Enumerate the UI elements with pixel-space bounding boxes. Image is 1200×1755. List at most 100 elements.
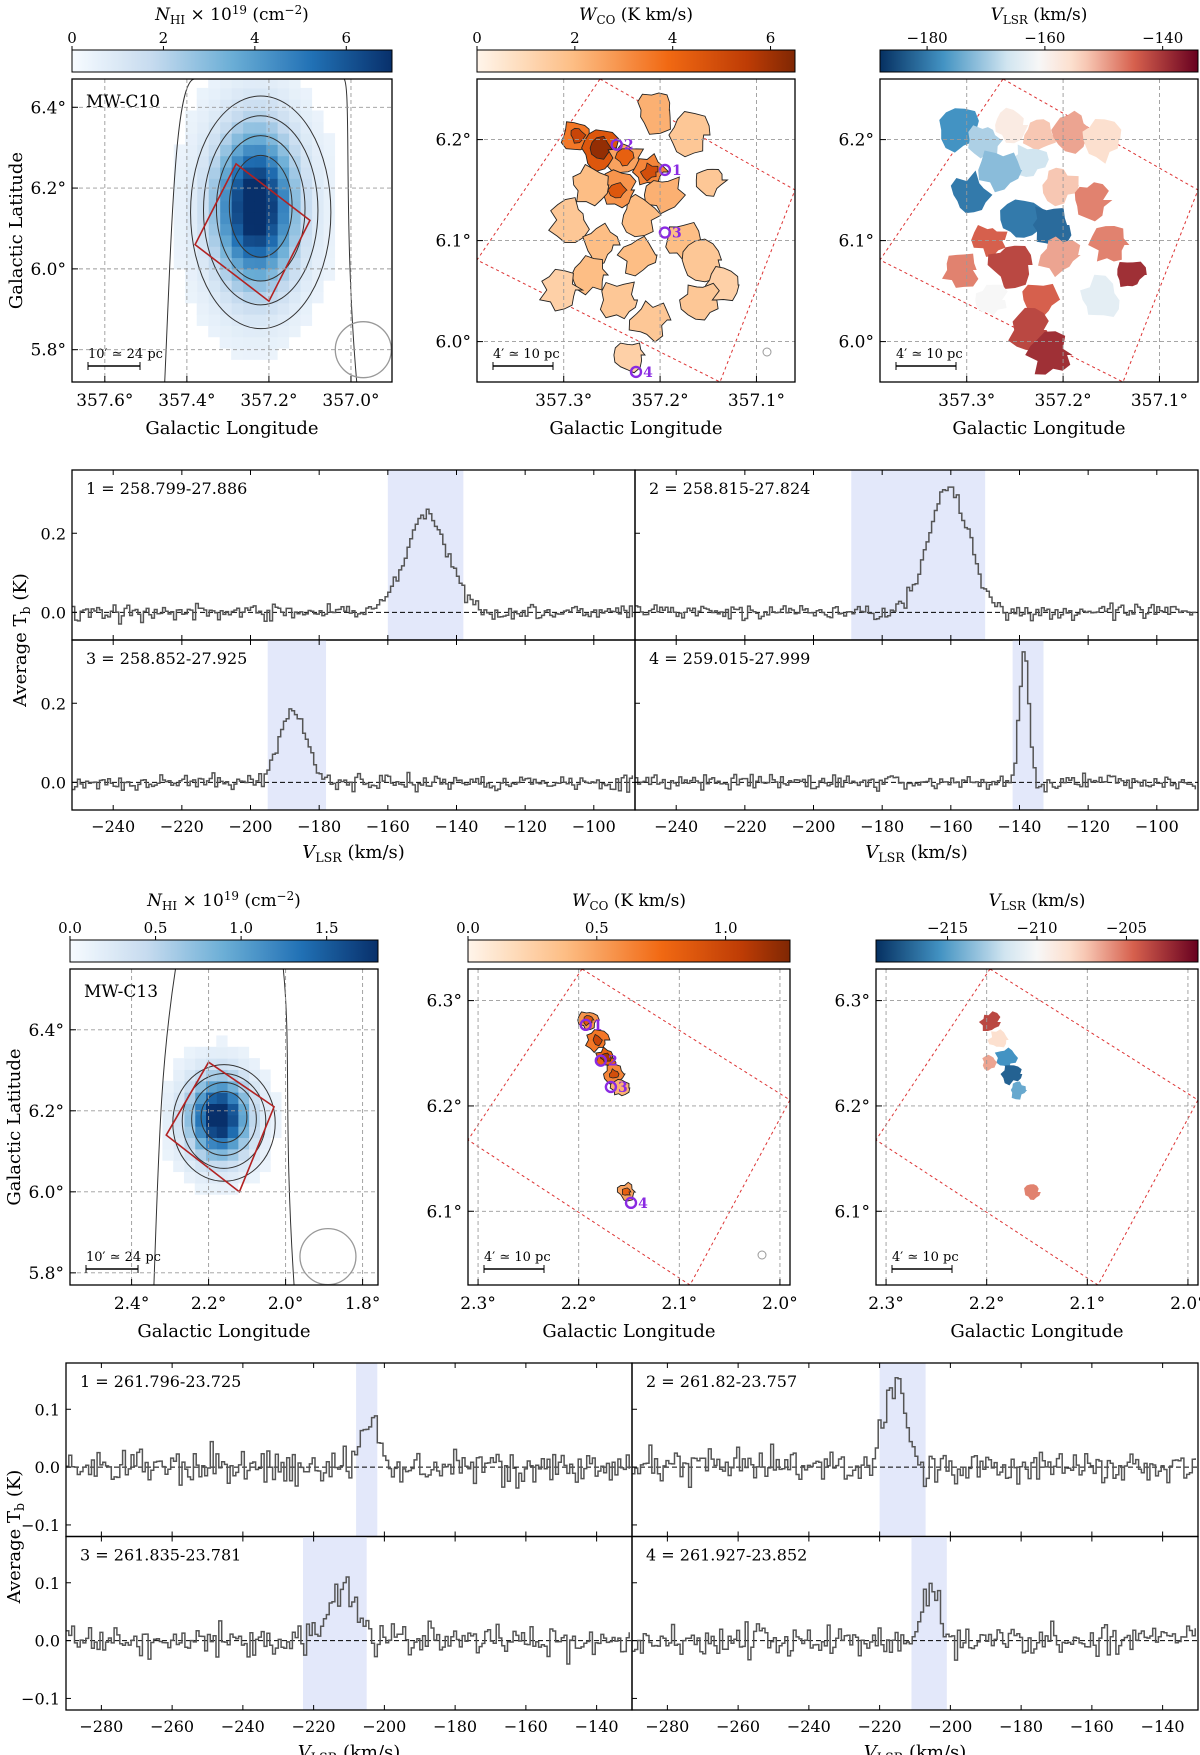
hi-pixel — [242, 302, 255, 315]
hi-pixel — [205, 1114, 217, 1127]
velocity-patch — [1080, 274, 1120, 317]
hi-pixels — [153, 969, 295, 1285]
hi-pixel — [300, 234, 313, 247]
y-tick-label: 0.2 — [41, 694, 66, 713]
colorbar-gradient — [71, 49, 393, 73]
hi-pixel — [208, 212, 221, 225]
x-tick-label: −120 — [1066, 817, 1110, 836]
colorbar-tick-label: 0 — [472, 29, 482, 47]
hi-pixel — [231, 302, 244, 315]
hi-pixel — [259, 1160, 271, 1173]
hi-pixel — [208, 280, 221, 293]
hi-pixel — [300, 280, 313, 293]
hi-pixel — [300, 121, 313, 134]
hi-pixel — [173, 178, 186, 191]
hi-pixel — [277, 302, 290, 315]
x-tick-label: −100 — [1135, 817, 1179, 836]
hi-pixel — [242, 121, 255, 134]
hi-pixel — [219, 268, 232, 281]
colorbar-tick-label: 4 — [668, 29, 678, 47]
hi-pixel — [288, 110, 301, 123]
hi-pixel — [219, 314, 232, 326]
y-tick-label: 6.4° — [28, 1021, 64, 1041]
x-tick-label: −220 — [723, 817, 767, 836]
spectra-c13: 1 = 261.796-23.725 −0.1 0.0 0.1 2 = 261.82-2… — [4, 1362, 1199, 1755]
hi-pixel — [196, 178, 209, 191]
hi-pixel — [270, 1126, 282, 1139]
hi-pixel — [254, 223, 267, 236]
hi-pixel — [323, 268, 336, 281]
hi-pixel — [231, 212, 244, 225]
hi-pixel — [300, 155, 313, 168]
spectrum-panel: 3 = 261.835-23.781 −0.1 0.0 0.1 −280 −260 −240… — [21, 1535, 633, 1755]
hi-pixel — [183, 1148, 196, 1161]
velocity-patch — [1088, 226, 1130, 262]
hi-map-panel: 357.6° 357.4° 357.2° 357.0° 5.8° 6.0° 6.2° 6.4°… — [6, 78, 393, 439]
velocity-patch — [1051, 110, 1092, 154]
velocity-patch — [1042, 167, 1079, 207]
velocity-patch — [978, 1011, 1001, 1031]
hi-pixel — [288, 99, 301, 112]
hi-pixel — [270, 1092, 282, 1105]
hi-pixel — [231, 79, 244, 89]
hi-pixel — [231, 291, 244, 304]
spectrum-panel: 2 = 261.82-23.757 — [631, 1362, 1199, 1538]
x-tick-label: −200 — [928, 1717, 972, 1736]
hi-pixel — [300, 201, 313, 213]
hi-pixel — [277, 223, 290, 236]
hi-pixel — [265, 257, 278, 270]
hi-pixel — [194, 1092, 207, 1105]
hi-pixel — [173, 1058, 185, 1070]
hi-pixel — [242, 336, 255, 349]
hi-pixel — [185, 178, 198, 191]
hi-contour — [190, 95, 332, 330]
hi-pixel — [265, 234, 278, 247]
x-tick-label: −160 — [366, 817, 410, 836]
hi-pixel — [185, 110, 198, 123]
colorbar-title: VLSR (km/s) — [991, 5, 1088, 27]
hi-pixel — [259, 1148, 271, 1161]
colorbar-tick-label: 6 — [766, 29, 776, 47]
hi-pixel — [194, 1114, 207, 1127]
hi-pixel — [194, 1058, 207, 1070]
hi-pixel — [242, 212, 255, 225]
x-tick-label: −180 — [297, 817, 341, 836]
hi-pixel — [173, 167, 186, 179]
hi-pixel — [194, 1080, 207, 1093]
beam-circle — [299, 1227, 357, 1286]
y-tick-label: 0.0 — [41, 603, 66, 622]
y-tick-label: 6.4° — [30, 98, 66, 118]
co-contour — [589, 135, 613, 160]
hi-pixel — [219, 336, 232, 349]
spectrum-position-marker — [658, 163, 672, 177]
hi-pixel — [173, 1160, 185, 1173]
scale-bar: 4′ ≃ 10 pc — [492, 347, 560, 370]
colorbar-tick-label: −180 — [907, 29, 948, 47]
x-tick-label: −100 — [572, 817, 616, 836]
hi-pixels — [164, 79, 358, 382]
hi-pixel — [196, 302, 209, 315]
hi-pixel — [208, 178, 221, 191]
scale-bar-label: 10′ ≃ 24 pc — [86, 1250, 161, 1265]
hi-contour — [153, 969, 176, 1285]
hi-pixel — [196, 314, 209, 326]
hi-pixel — [208, 302, 221, 315]
spectrum-position-marker — [610, 138, 623, 151]
hi-pixel — [196, 268, 209, 281]
spectrum-line — [632, 1377, 1196, 1489]
hi-pixel — [254, 257, 267, 270]
hi-pixel — [300, 87, 313, 100]
scale-bar-label: 4′ ≃ 10 pc — [493, 347, 560, 362]
hi-pixel — [254, 336, 267, 349]
x-tick-label: −140 — [998, 817, 1042, 836]
x-tick-label: 2.2° — [561, 1294, 597, 1314]
hi-pixel — [259, 1114, 271, 1127]
hi-pixel — [248, 1137, 260, 1150]
hi-pixel — [242, 268, 255, 281]
observation-box — [880, 79, 1198, 382]
hi-pixel — [219, 144, 232, 157]
hi-pixel — [237, 1046, 250, 1059]
spectrum-position-marker — [579, 1018, 592, 1032]
spectrum-position-marker — [629, 365, 643, 379]
hi-pixel — [277, 201, 290, 213]
